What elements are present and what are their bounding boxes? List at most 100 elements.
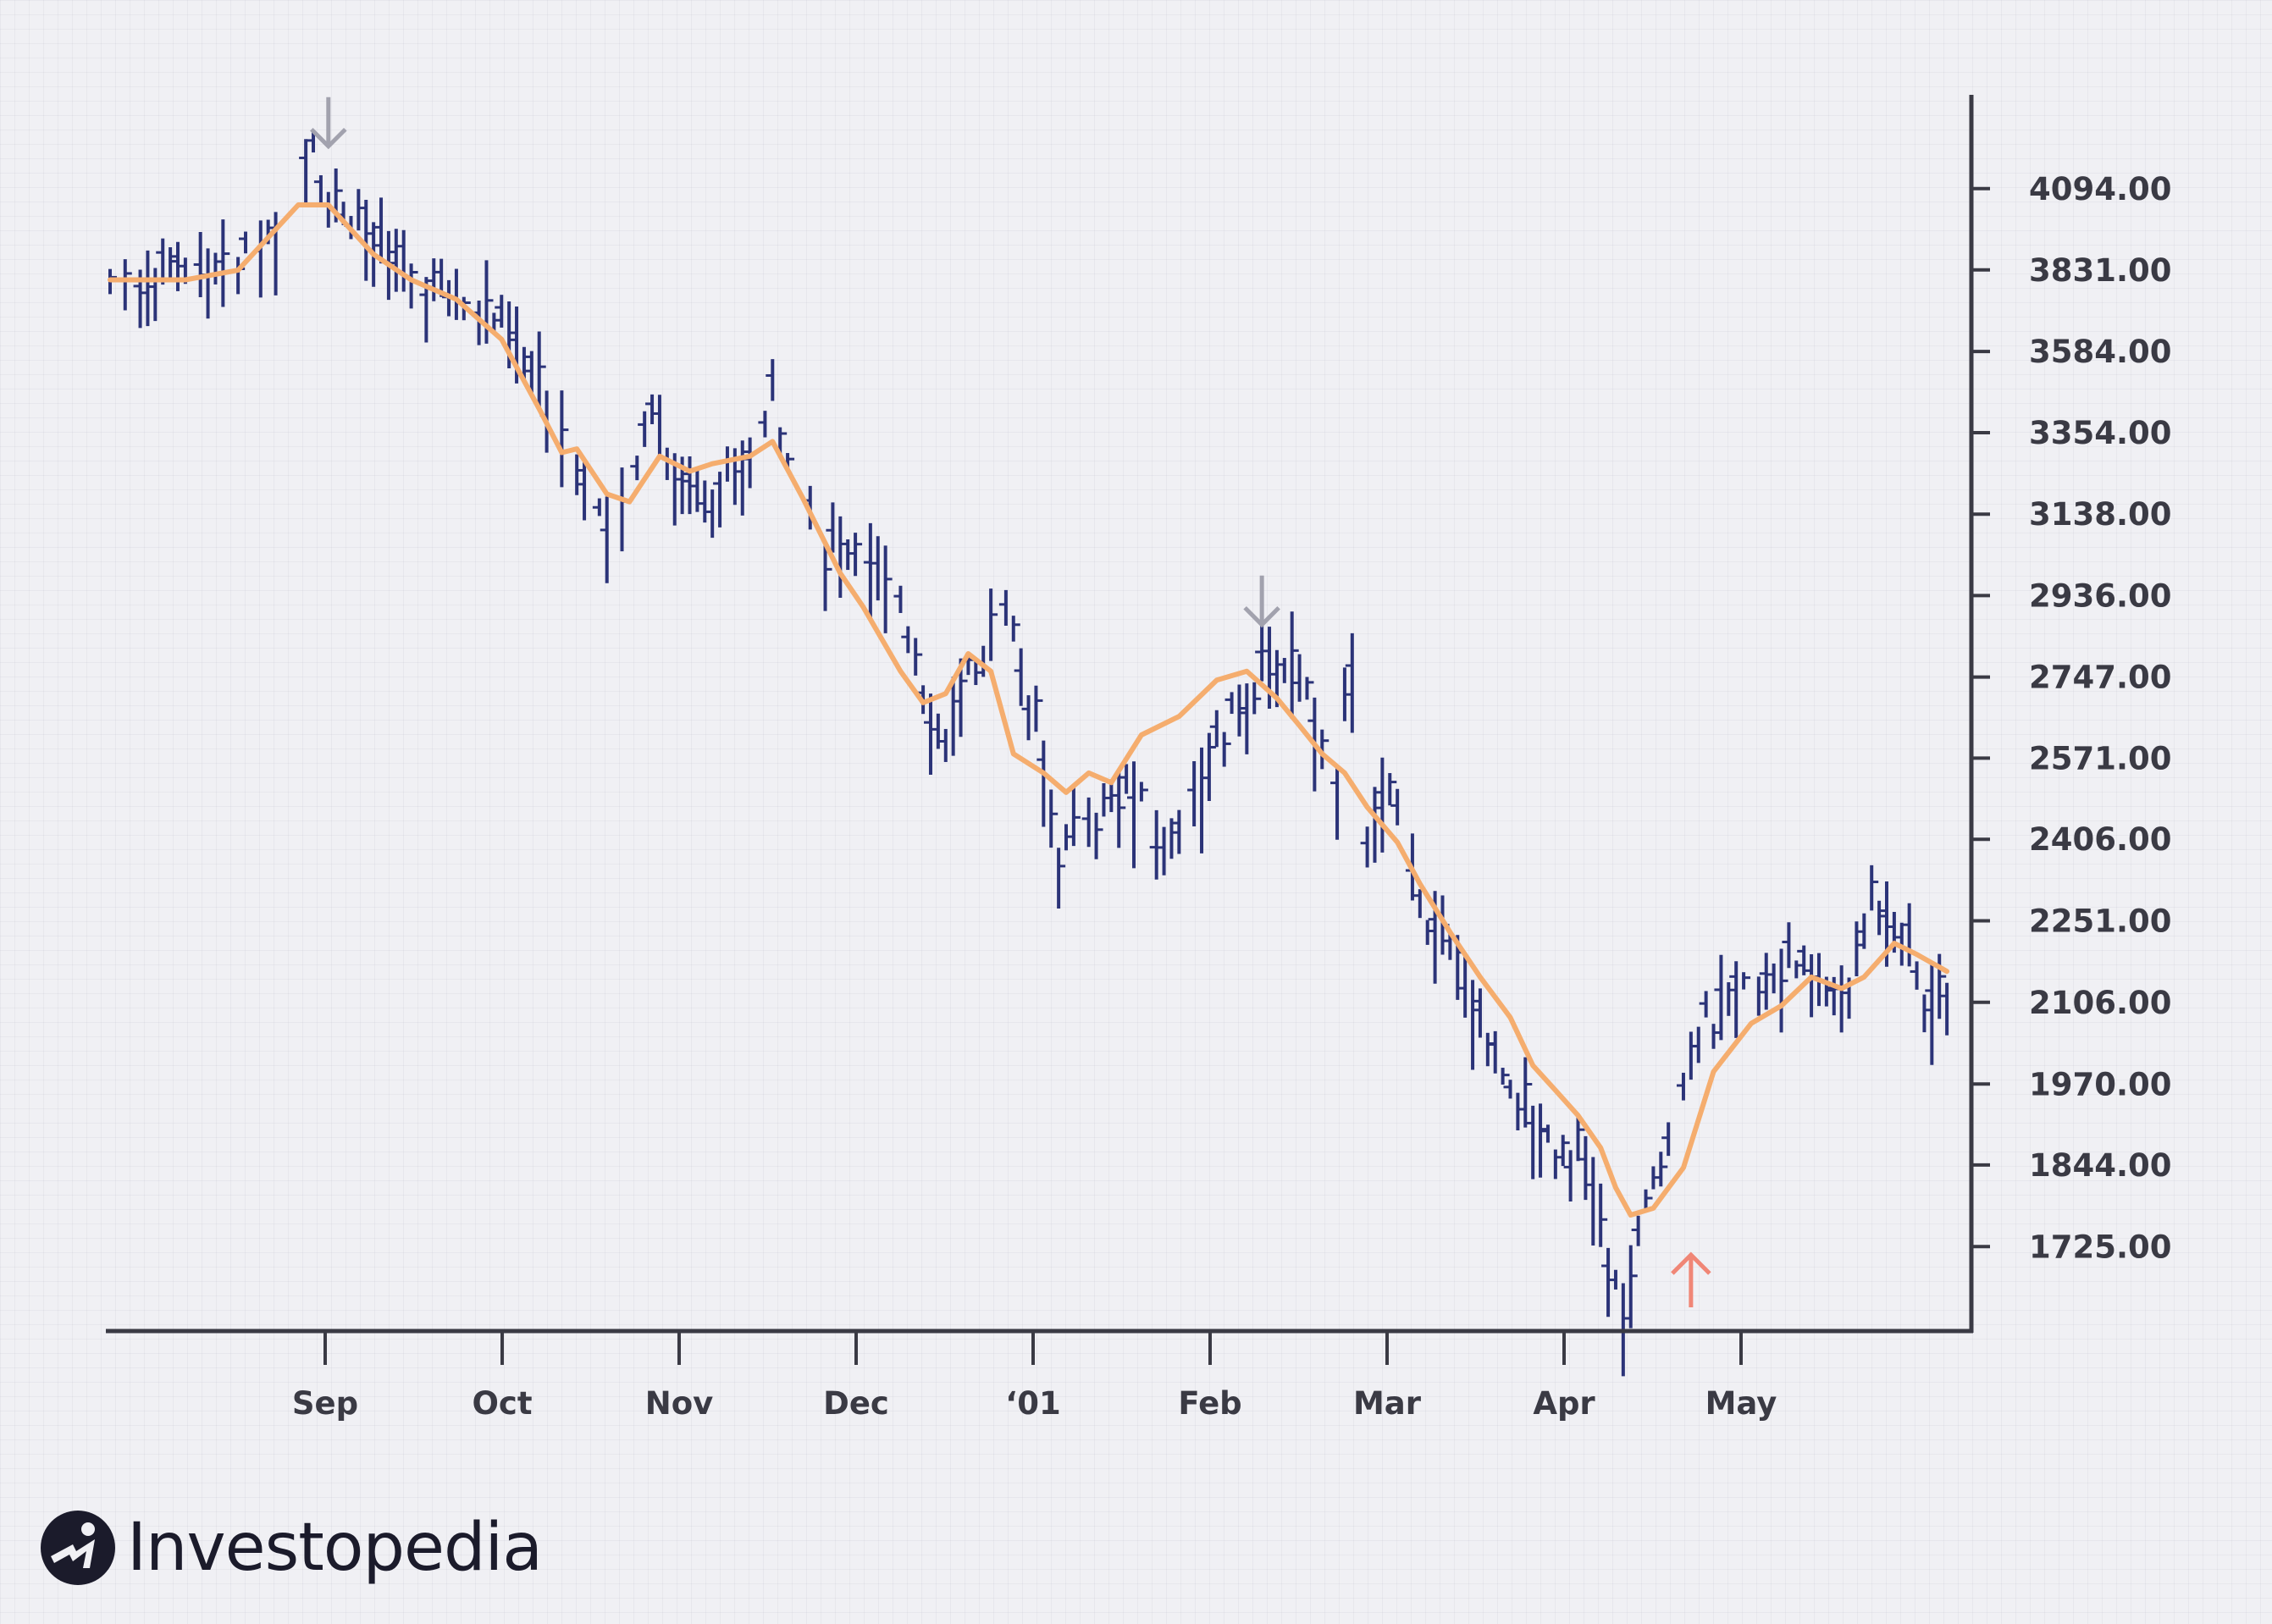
price-bar — [1782, 922, 1791, 969]
price-bar — [1516, 1092, 1525, 1130]
y-axis-tick-label: 3831.00 — [2029, 252, 2172, 289]
y-axis-tick-label: 2406.00 — [2029, 821, 2172, 858]
price-bar — [1064, 824, 1074, 851]
price-bar — [1342, 667, 1352, 721]
price-bar — [1628, 1245, 1638, 1328]
price-bar — [660, 447, 669, 480]
price-bar — [364, 199, 373, 281]
price-bar — [193, 232, 202, 298]
price-bar — [1200, 747, 1209, 853]
price-bar — [1714, 954, 1723, 1041]
price-bar — [396, 229, 406, 292]
price-bar — [253, 220, 263, 298]
price-bar — [846, 539, 855, 571]
price-bar — [645, 394, 655, 424]
x-axis-tick-label: Sep — [292, 1385, 358, 1422]
buy-arrow-icon — [1671, 1251, 1711, 1307]
price-bar — [823, 544, 832, 611]
price-bar — [1375, 757, 1385, 853]
price-bar — [169, 247, 178, 279]
price-bar — [578, 459, 587, 521]
price-bar — [1345, 632, 1354, 733]
buy-arrow-head — [1671, 1251, 1711, 1275]
price-bar — [1360, 826, 1369, 868]
price-bar — [148, 268, 158, 322]
price-bar — [1049, 789, 1059, 848]
price-bar — [1172, 809, 1181, 854]
price-bar — [484, 260, 494, 344]
price-bar — [313, 174, 323, 204]
price-bar — [871, 536, 880, 601]
price-bar — [1910, 961, 1919, 990]
price-bar — [883, 545, 893, 633]
price-bar — [1877, 900, 1887, 936]
price-bar — [1742, 972, 1751, 990]
signal-arrows — [310, 97, 1711, 1307]
price-bar — [1458, 955, 1468, 1018]
x-axis-tick-label: May — [1705, 1385, 1777, 1422]
price-bar — [1471, 980, 1480, 1070]
price-bar — [854, 533, 863, 577]
price-bar — [1485, 1032, 1495, 1067]
price-bar — [592, 498, 601, 516]
price-bar — [1561, 1135, 1570, 1167]
y-axis-tick-label: 1844.00 — [2029, 1147, 2172, 1184]
price-bar — [1601, 1247, 1611, 1317]
price-bar — [1691, 1026, 1700, 1063]
price-bar — [1390, 788, 1400, 826]
y-axis-tick-label: 3584.00 — [2029, 334, 2172, 370]
price-bar — [951, 677, 960, 756]
price-bar — [1255, 625, 1264, 682]
price-bar — [1766, 963, 1776, 994]
price-bar — [1599, 1183, 1608, 1247]
price-bar — [560, 390, 569, 488]
price-bar — [1922, 994, 1932, 1033]
price-bar — [1651, 1166, 1661, 1190]
y-axis-tick-label: 2747.00 — [2029, 660, 2172, 696]
price-bar — [638, 411, 647, 447]
price-bar — [307, 132, 316, 153]
price-bar — [1071, 784, 1081, 847]
price-bar — [1021, 695, 1031, 741]
price-bar — [239, 231, 248, 254]
price-bar — [123, 259, 132, 311]
price-bar — [838, 516, 848, 599]
price-bar — [743, 437, 752, 489]
x-axis-tick-label: Dec — [823, 1385, 889, 1422]
price-bar — [1540, 1124, 1550, 1143]
price-bar — [705, 489, 715, 539]
x-axis-tick-label: Nov — [645, 1385, 714, 1422]
price-bar — [1756, 976, 1766, 1016]
price-bar — [1586, 1157, 1595, 1246]
price-bar — [998, 589, 1008, 627]
price-bar — [620, 467, 629, 552]
price-bar — [1711, 1024, 1721, 1049]
price-bar — [213, 252, 223, 284]
price-bar — [1207, 732, 1216, 801]
price-bar — [357, 189, 366, 231]
price-bar — [1699, 991, 1708, 1018]
price-bar — [427, 258, 436, 301]
x-axis-tick-label: Mar — [1353, 1385, 1422, 1422]
investopedia-logo-icon — [41, 1511, 115, 1585]
price-bar — [510, 306, 519, 384]
price-bar — [1292, 654, 1302, 702]
price-bar — [409, 263, 418, 309]
price-bar — [1157, 826, 1166, 876]
y-axis-tick-label: 3354.00 — [2029, 415, 2172, 451]
axes: 4094.00 3831.00 3584.00 3354.00 3138.00 2936.… — [106, 95, 2172, 1422]
price-bar — [221, 219, 230, 307]
price-bar — [1102, 783, 1111, 817]
price-bar — [1940, 982, 1949, 1036]
price-bar — [1305, 677, 1314, 700]
price-bar — [1094, 812, 1103, 859]
price-bar — [492, 312, 501, 332]
price-bar — [698, 480, 707, 523]
price-bar — [1011, 616, 1020, 642]
brand-name: Investopedia — [127, 1510, 543, 1586]
price-bar — [1644, 1189, 1653, 1209]
x-axis-tick-label: ‘01 — [1005, 1385, 1061, 1422]
sell-arrow-icon — [1243, 575, 1280, 628]
price-bar — [1689, 1031, 1698, 1080]
